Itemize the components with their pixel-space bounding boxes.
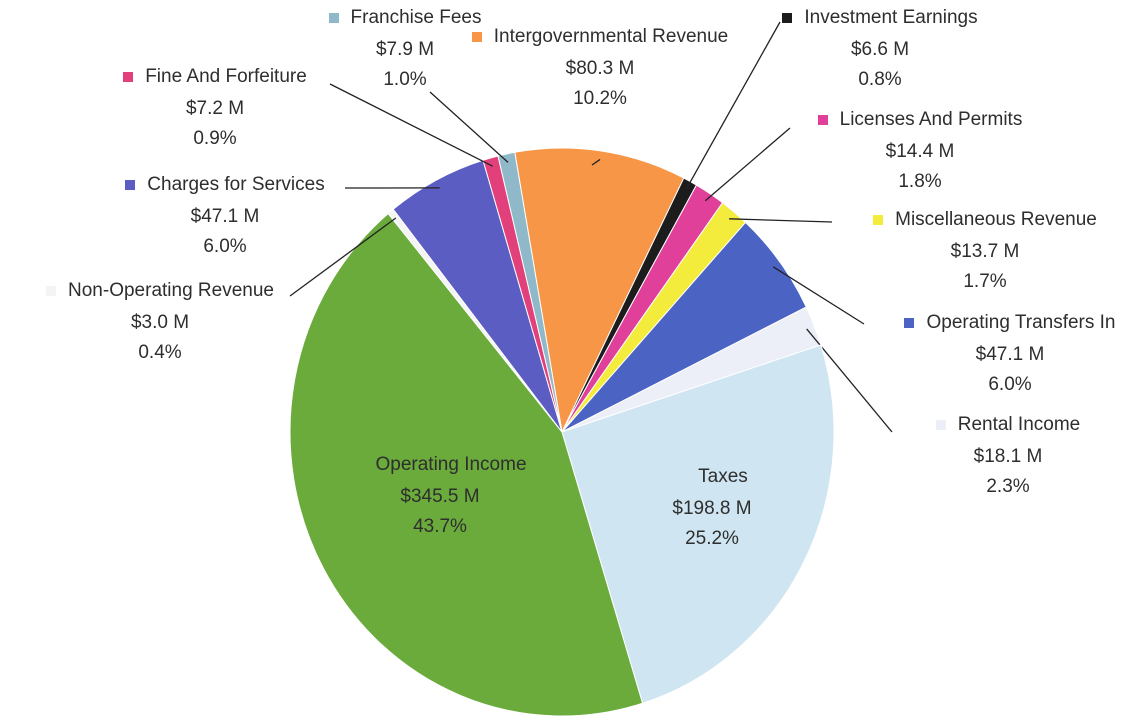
label-name-row: Investment Earnings [760,3,1000,35]
data-label: Intergovernmental Revenue $80.3 M 10.2% [470,22,730,114]
leader-line [429,91,509,163]
data-label: Operating Income $345.5 M 43.7% [320,450,560,542]
percent-label: 25.2% [685,528,739,549]
value-label: $6.6 M [850,39,910,60]
data-label: Taxes $198.8 M 25.2% [612,462,812,554]
value-label: $13.7 M [950,241,1020,262]
label-name-row: Rental Income [898,410,1118,442]
percent-label: 0.9% [193,128,237,149]
legend-swatch [123,72,134,82]
category-label: Licenses And Permits [839,109,1023,130]
percent-label: 43.7% [413,516,467,537]
label-name-row: Non-Operating Revenue [10,276,310,308]
percent-label: 10.2% [573,88,627,109]
label-name-row: Fine And Forfeiture [85,62,345,94]
legend-swatch [676,472,687,482]
label-name-row: Licenses And Permits [790,105,1050,137]
legend-swatch [817,115,828,125]
percent-label: 0.8% [858,69,902,90]
leader-line [729,218,833,223]
category-label: Non-Operating Revenue [68,280,274,301]
data-label: Charges for Services $47.1 M 6.0% [95,170,355,262]
legend-swatch [904,318,915,328]
value-label: $14.4 M [885,141,955,162]
value-label: $47.1 M [190,206,260,227]
percent-label: 6.0% [203,236,247,257]
legend-swatch [471,32,482,42]
leader-line [685,21,781,190]
data-label: Fine And Forfeiture $7.2 M 0.9% [85,62,345,154]
value-label: $7.9 M [375,39,435,60]
data-label: Non-Operating Revenue $3.0 M 0.4% [10,276,310,368]
percent-label: 6.0% [988,374,1032,395]
label-name-row: Franchise Fees [305,3,505,35]
category-label: Franchise Fees [350,7,482,28]
data-label: Licenses And Permits $14.4 M 1.8% [790,105,1050,197]
category-label: Fine And Forfeiture [145,66,307,87]
category-label: Miscellaneous Revenue [895,209,1097,230]
category-label: Rental Income [957,414,1081,435]
percent-label: 0.4% [138,342,182,363]
category-label: Intergovernmental Revenue [493,26,729,47]
legend-swatch [935,420,946,430]
category-label: Taxes [698,466,748,487]
value-label: $7.2 M [185,98,245,119]
pie-slice [514,147,685,434]
leader-line [329,83,493,167]
value-label: $47.1 M [975,344,1045,365]
label-name-row: Miscellaneous Revenue [850,205,1120,237]
data-label: Miscellaneous Revenue $13.7 M 1.7% [850,205,1120,297]
leader-line [772,266,865,325]
data-label: Rental Income $18.1 M 2.3% [898,410,1118,502]
legend-swatch [46,286,57,296]
legend-swatch [873,215,884,225]
percent-label: 1.8% [898,171,942,192]
label-name-row: Taxes [612,462,812,494]
value-label: $345.5 M [400,486,480,507]
legend-swatch [125,180,136,190]
percent-label: 2.3% [986,476,1030,497]
label-name-row: Operating Income [320,450,560,482]
leader-line [704,127,791,202]
legend-swatch [353,460,364,470]
label-name-row: Operating Transfers In [875,308,1130,340]
value-label: $80.3 M [565,58,635,79]
value-label: $3.0 M [130,312,190,333]
leader-line [591,158,601,166]
data-label: Investment Earnings $6.6 M 0.8% [760,3,1000,95]
category-label: Operating Income [375,454,527,475]
value-label: $18.1 M [973,446,1043,467]
legend-swatch [328,13,339,23]
pie-slice [497,151,563,433]
pie-slice [289,212,644,717]
pie-slice [561,344,835,704]
value-label: $198.8 M [672,498,752,519]
legend-swatch [782,13,793,23]
data-label: Franchise Fees $7.9 M 1.0% [305,3,505,95]
label-name-row: Intergovernmental Revenue [470,22,730,54]
percent-label: 1.0% [383,69,427,90]
leader-line [289,217,397,297]
percent-label: 1.7% [963,271,1007,292]
category-label: Investment Earnings [804,7,978,28]
data-label: Operating Transfers In $47.1 M 6.0% [875,308,1130,400]
category-label: Operating Transfers In [926,312,1116,333]
category-label: Charges for Services [147,174,325,195]
label-name-row: Charges for Services [95,170,355,202]
